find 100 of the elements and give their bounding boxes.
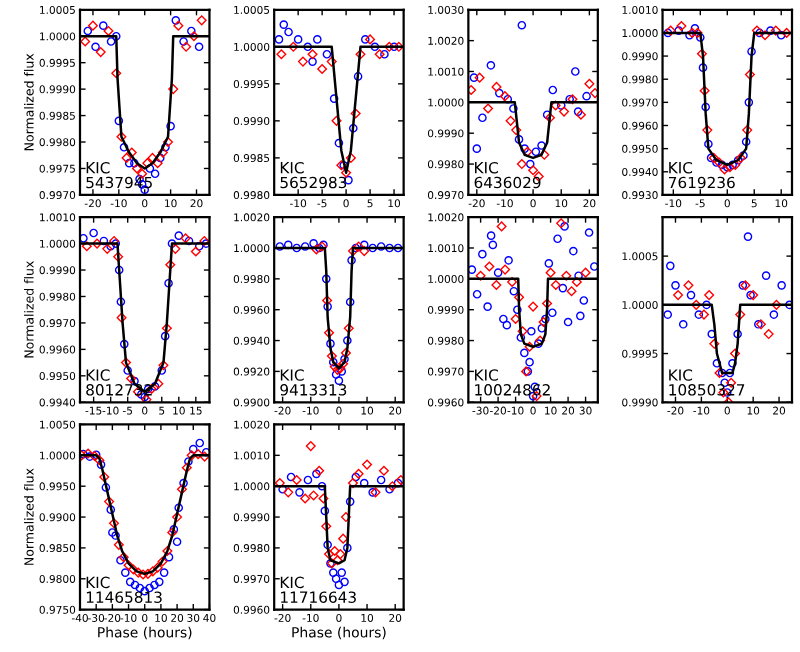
point: [275, 242, 285, 251]
point: [313, 35, 322, 44]
point: [193, 449, 204, 460]
point: [524, 341, 535, 352]
point: [584, 78, 595, 89]
point: [120, 357, 132, 368]
point: [539, 149, 550, 160]
point: [563, 317, 573, 327]
point: [337, 568, 347, 577]
point: [527, 326, 536, 336]
point: [698, 309, 709, 320]
point: [113, 251, 124, 262]
point: [87, 20, 98, 31]
point: [291, 475, 302, 486]
point: [491, 81, 502, 92]
point: [590, 262, 598, 271]
point: [702, 300, 711, 310]
point: [121, 568, 130, 577]
point: [569, 246, 578, 256]
point: [114, 265, 124, 275]
point: [276, 49, 287, 60]
point: [328, 357, 338, 367]
point: [347, 478, 358, 489]
point: [674, 26, 684, 35]
point: [747, 47, 756, 56]
point: [322, 295, 333, 306]
point: [106, 37, 116, 46]
point: [484, 261, 495, 272]
point: [123, 366, 132, 375]
point: [380, 49, 389, 59]
point: [181, 462, 192, 473]
point: [119, 143, 129, 152]
point: [743, 232, 753, 241]
point: [695, 33, 705, 42]
point: [776, 30, 786, 40]
point: [126, 147, 137, 158]
point: [468, 265, 477, 274]
point: [517, 326, 528, 337]
point: [150, 580, 159, 590]
point: [345, 497, 355, 506]
point: [699, 85, 710, 96]
point: [324, 549, 335, 560]
point: [96, 460, 106, 469]
point: [157, 366, 167, 375]
point: [303, 42, 313, 52]
point: [111, 531, 120, 540]
point: [686, 290, 696, 300]
point: [393, 41, 404, 52]
point: [376, 242, 386, 251]
point: [545, 267, 556, 278]
point: [116, 131, 127, 142]
point: [683, 280, 694, 291]
point: [334, 580, 344, 590]
point: [376, 475, 386, 485]
point: [172, 512, 183, 523]
point: [323, 302, 332, 311]
point: [504, 256, 513, 265]
point: [475, 270, 486, 281]
point: [493, 268, 503, 277]
point: [119, 339, 129, 349]
point: [469, 73, 479, 82]
point: [335, 549, 346, 560]
point: [520, 144, 529, 153]
point: [293, 35, 303, 44]
point: [345, 152, 356, 163]
point: [368, 243, 377, 253]
point: [548, 85, 558, 95]
point: [307, 49, 318, 60]
point: [340, 577, 349, 587]
point: [343, 336, 352, 345]
point: [331, 370, 341, 379]
point: [326, 339, 335, 348]
point: [766, 26, 775, 35]
point: [488, 240, 498, 250]
point: [701, 102, 711, 112]
point: [83, 26, 93, 36]
point: [130, 580, 140, 590]
point: [174, 231, 184, 240]
point: [186, 450, 197, 461]
point: [106, 505, 116, 514]
point: [123, 560, 134, 571]
point: [340, 347, 351, 358]
point: [345, 297, 355, 307]
point: [317, 481, 327, 491]
point: [328, 568, 338, 577]
point: [735, 309, 746, 320]
point: [478, 113, 487, 123]
point: [362, 459, 373, 470]
point: [124, 158, 134, 168]
point: [725, 368, 735, 378]
point: [761, 271, 771, 280]
point: [340, 354, 349, 364]
point: [170, 243, 181, 254]
point: [472, 144, 482, 153]
point: [331, 574, 341, 584]
point: [171, 16, 181, 25]
point: [500, 264, 511, 275]
point: [468, 84, 477, 96]
point: [116, 297, 126, 307]
point: [516, 159, 527, 170]
